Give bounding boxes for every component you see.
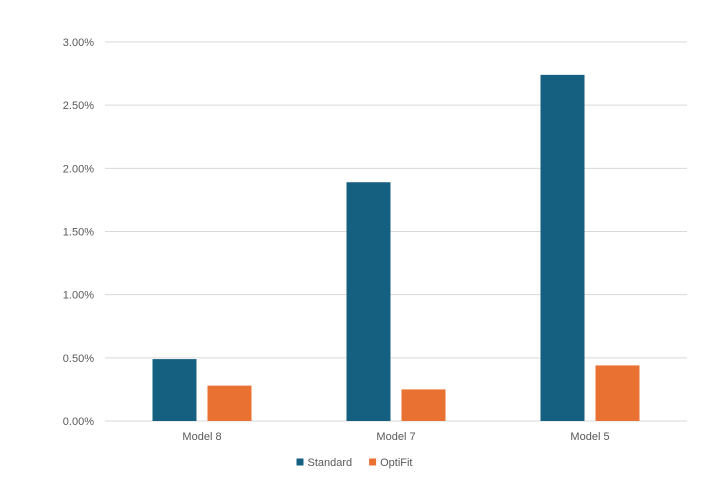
x-axis-tick-labels: Model 8 Model 7 Model 5 xyxy=(182,431,609,443)
y-tick-label: 0.00% xyxy=(63,416,94,428)
bar-optifit-model-7 xyxy=(401,389,446,421)
bar-optifit-model-5 xyxy=(595,365,640,421)
legend-label-optifit: OptiFit xyxy=(380,457,412,469)
bar-standard-model-5 xyxy=(540,74,585,421)
bar-standard-model-8 xyxy=(152,359,197,421)
legend: Standard OptiFit xyxy=(296,457,413,469)
legend-swatch-optifit xyxy=(369,458,377,466)
y-axis-tick-labels: 0.00% 0.50% 1.00% 1.50% 2.00% 2.50% 3.00% xyxy=(63,37,94,428)
y-tick-label: 3.00% xyxy=(63,37,94,49)
y-tick-label: 1.00% xyxy=(63,290,94,302)
legend-swatch-standard xyxy=(296,458,304,466)
x-tick-label: Model 8 xyxy=(182,431,221,443)
y-tick-label: 2.50% xyxy=(63,100,94,112)
y-tick-label: 0.50% xyxy=(63,353,94,365)
y-tick-label: 2.00% xyxy=(63,163,94,175)
x-tick-label: Model 5 xyxy=(570,431,609,443)
bar-standard-model-7 xyxy=(346,182,391,421)
bars xyxy=(152,74,640,421)
legend-label-standard: Standard xyxy=(308,457,353,469)
y-tick-label: 1.50% xyxy=(63,227,94,239)
bar-optifit-model-8 xyxy=(207,385,252,421)
x-tick-label: Model 7 xyxy=(376,431,415,443)
gridlines xyxy=(105,41,687,422)
